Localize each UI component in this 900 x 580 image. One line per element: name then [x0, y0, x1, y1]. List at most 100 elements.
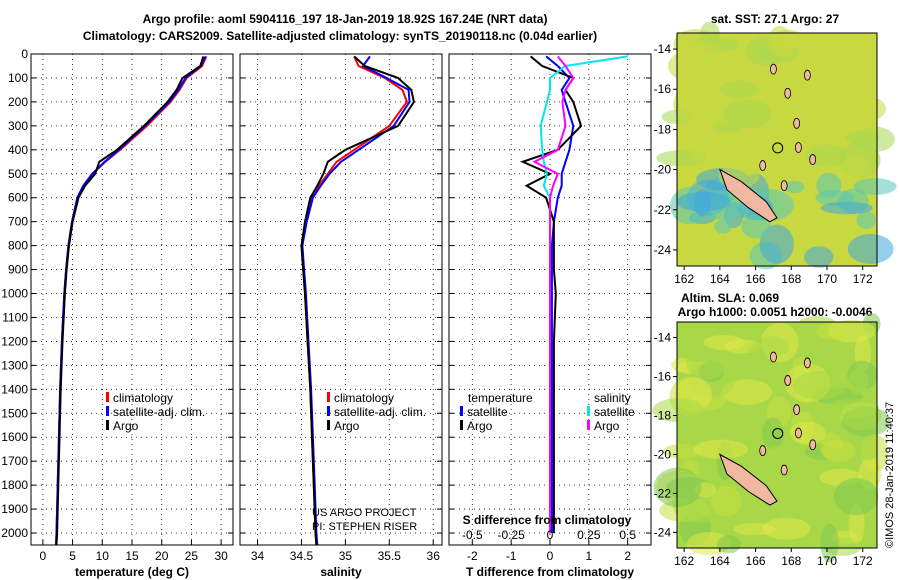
diff-legend-sal-title: salinity [594, 391, 631, 405]
map-color-blob [673, 84, 717, 124]
argo-float-marker [772, 427, 784, 439]
map-color-blob [820, 523, 839, 563]
map-color-blob [690, 127, 707, 161]
lon-tick-label: 162 [674, 272, 694, 286]
depth-tick-label: 700 [8, 215, 28, 229]
depth-tick-label: 600 [8, 191, 28, 205]
x-axis-label: salinity [320, 565, 362, 579]
map-color-blob [789, 421, 826, 445]
depth-tick-label: 1800 [1, 478, 28, 492]
depth-tick-label: 200 [8, 95, 28, 109]
title-line-1: Argo profile: aoml 5904116_197 18-Jan-20… [143, 12, 548, 26]
map-color-blob [676, 191, 732, 212]
series-line-satellite-adj-clim- [55, 55, 207, 546]
x-tick-label: -1 [506, 549, 517, 563]
series-line-argo [300, 55, 415, 546]
map-color-blob [822, 439, 856, 462]
x-tick-label: 1 [586, 549, 593, 563]
map-color-blob [847, 233, 894, 264]
x-axis-label: T difference from climatology [466, 565, 634, 579]
panel-diff: -2 -1 0 1 2 T difference from climatology -0.5… [448, 53, 652, 579]
panel-frame [448, 53, 652, 546]
map-color-blob [841, 106, 868, 120]
x-tick-label: 0 [40, 549, 47, 563]
depth-tick-label: 800 [8, 239, 28, 253]
temp-legend-argo: Argo [113, 419, 139, 433]
sal-legend-argo: Argo [334, 419, 360, 433]
panel-sal: 34 34.5 35 35.5 36 salinity [239, 53, 443, 579]
island [793, 117, 801, 129]
depth-tick-label: 300 [8, 119, 28, 133]
map-color-blob [772, 147, 805, 183]
title-line-2: Climatology: CARS2009. Satellite-adjuste… [83, 29, 597, 43]
depth-tick-label: 900 [8, 263, 28, 277]
map-color-blob [710, 486, 742, 517]
diff-legend-s-satellite: satellite [594, 405, 635, 419]
series-line-temperature-satellite [545, 55, 575, 533]
panel-temp: 0 5 10 15 20 25 30 temperature (deg C) 0 100 200 30… [1, 47, 234, 579]
depth-tick-label: 1900 [1, 502, 28, 516]
x-axis-label: temperature (deg C) [75, 565, 189, 579]
s-diff-axis-label: S difference from climatology [463, 513, 632, 527]
sla-map-title-1: Altim. SLA: 0.069 [681, 291, 779, 305]
lon-tick-label: 166 [746, 554, 766, 568]
x-tick-label: 5 [69, 549, 76, 563]
map-color-blob [795, 77, 815, 114]
depth-tick-label: 1000 [1, 287, 28, 301]
map-color-blob [762, 517, 811, 540]
map-color-blob [764, 444, 805, 470]
x-tick-label: 2 [624, 549, 631, 563]
island [795, 142, 802, 153]
credit-line-1: US ARGO PROJECT [312, 507, 417, 519]
island [793, 404, 801, 416]
island [784, 87, 792, 99]
depth-tick-label: 1700 [1, 454, 28, 468]
map-color-blob [741, 214, 771, 239]
x-tick-label: 35.5 [378, 549, 402, 563]
diff-legend-t-argo: Argo [467, 419, 493, 433]
sst-map: -14 -16 -18 -20 -22 -24 162 164 166 168 170 172 [654, 21, 897, 286]
depth-tick-label: 1300 [1, 358, 28, 372]
diff-legend-t-satellite: satellite [467, 405, 508, 419]
island-new-caledonia [718, 168, 778, 223]
map-color-blob [759, 224, 794, 264]
x-tick-label: 10 [96, 549, 110, 563]
lat-tick-label: -22 [654, 486, 672, 500]
depth-tick-label: 1400 [1, 382, 28, 396]
lat-tick-label: -14 [654, 42, 672, 56]
island [803, 357, 811, 369]
panel-frame [239, 53, 443, 546]
series-line-temperature-argo [520, 55, 583, 533]
series-line-climatology [55, 55, 208, 546]
argo-float-marker [772, 142, 784, 154]
x-tick-label: 20 [155, 549, 169, 563]
s-diff-tick-label: 0 [547, 528, 554, 542]
map-color-blob [784, 180, 805, 193]
temp-legend-climatology: climatology [113, 391, 173, 405]
imos-stamp: ©IMOS 28-Jan-2019 11:40:37 [884, 402, 896, 548]
diff-legend-temp-title: temperature [468, 391, 533, 405]
map-color-blob [804, 246, 834, 268]
s-diff-tick-label: -0.5 [462, 528, 483, 542]
s-diff-tick-label: 0.5 [619, 528, 636, 542]
map-color-blob [663, 443, 703, 459]
map-color-blob [853, 178, 897, 195]
island [770, 351, 777, 363]
map-color-blob [682, 120, 714, 134]
map-color-blob [856, 211, 876, 229]
depth-tick-label: 1200 [1, 334, 28, 348]
x-tick-label: 0 [547, 549, 554, 563]
depth-tick-label: 2000 [1, 526, 28, 540]
lon-tick-label: 172 [853, 554, 873, 568]
depth-tick-label: 500 [8, 167, 28, 181]
lat-tick-label: -18 [654, 409, 672, 423]
map-color-blob [844, 152, 868, 179]
sla-map: -14 -16 -18 -20 -22 -24 162 164 166 168 170 172 [652, 312, 891, 568]
lon-tick-label: 164 [710, 554, 730, 568]
depth-tick-label: 1100 [2, 310, 28, 324]
map-color-blob [652, 398, 705, 423]
x-tick-label: 34 [251, 549, 265, 563]
island [759, 160, 767, 171]
lon-tick-label: 166 [746, 272, 766, 286]
